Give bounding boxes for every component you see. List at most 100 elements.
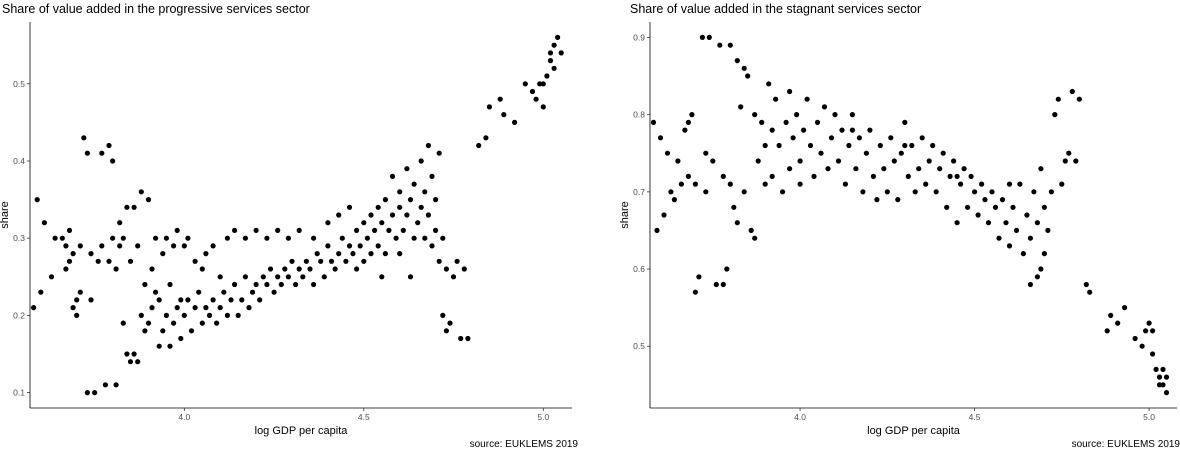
data-point — [375, 204, 381, 210]
data-point — [734, 58, 740, 64]
data-point — [856, 135, 862, 141]
data-point — [1150, 328, 1156, 334]
chart-panel-stagnant: Share of value added in the stagnant ser… — [605, 0, 1180, 452]
data-point — [300, 274, 306, 280]
data-point — [661, 212, 667, 218]
data-point — [156, 343, 162, 349]
data-point — [181, 243, 187, 249]
data-point — [884, 189, 890, 195]
data-point — [1069, 88, 1075, 95]
data-point — [235, 312, 241, 318]
data-point — [74, 297, 80, 303]
data-point — [454, 258, 460, 264]
data-point — [1143, 328, 1149, 334]
data-point — [692, 181, 698, 187]
data-point — [811, 173, 817, 179]
data-point — [1115, 320, 1121, 326]
data-point — [846, 142, 852, 149]
y-tick-label: 0.3 — [13, 233, 25, 243]
data-point — [411, 235, 417, 241]
data-point — [264, 235, 270, 241]
x-tick-label: 5.0 — [1143, 412, 1155, 422]
data-point — [1163, 390, 1170, 396]
data-point — [1045, 227, 1051, 233]
data-point — [458, 335, 464, 342]
data-point — [769, 173, 775, 179]
data-point — [192, 258, 198, 264]
y-tick-label: 0.6 — [633, 264, 645, 274]
data-point — [354, 266, 360, 272]
data-point — [881, 166, 887, 172]
data-point — [874, 197, 880, 203]
y-tick-label: 0.5 — [633, 341, 645, 351]
data-point — [807, 142, 814, 149]
data-point — [1153, 366, 1159, 372]
data-point — [267, 266, 274, 272]
data-point — [181, 312, 187, 318]
data-point — [224, 235, 230, 241]
data-point — [285, 274, 291, 280]
data-point — [433, 197, 439, 203]
data-point — [1146, 320, 1152, 326]
data-point — [1160, 366, 1166, 372]
data-point — [260, 274, 266, 280]
y-tick-label: 0.1 — [13, 388, 25, 398]
data-point — [832, 112, 838, 118]
data-point — [821, 104, 828, 110]
data-point — [951, 158, 957, 164]
data-point — [48, 274, 55, 280]
data-point — [497, 96, 503, 102]
data-point — [954, 173, 960, 179]
data-point — [192, 305, 198, 311]
data-point — [110, 235, 116, 241]
data-point — [919, 135, 925, 141]
data-point — [905, 173, 911, 179]
data-point — [551, 42, 557, 48]
data-point — [253, 281, 259, 288]
data-point — [965, 204, 971, 210]
data-point — [138, 189, 144, 195]
x-axis-title: log GDP per capita — [255, 425, 349, 437]
data-point — [321, 274, 327, 280]
data-point — [415, 220, 421, 226]
data-point — [88, 251, 94, 257]
data-point — [418, 204, 424, 210]
data-point — [801, 127, 807, 133]
data-point — [163, 312, 169, 318]
data-point — [404, 212, 410, 218]
data-point — [752, 235, 758, 241]
data-point — [877, 142, 883, 149]
data-point — [81, 135, 87, 141]
data-point — [1041, 251, 1047, 257]
data-point — [1010, 204, 1016, 210]
data-point — [797, 158, 803, 164]
data-point — [210, 243, 216, 249]
scatter-plot-progressive: 4.0 4.5 5.0 0.1 0.2 0.3 0.4 0.5 log GDP per capi… — [0, 22, 572, 437]
data-point — [221, 289, 227, 295]
data-point — [540, 104, 546, 110]
data-point — [842, 181, 848, 187]
data-point — [275, 227, 281, 233]
data-point — [178, 335, 184, 342]
data-point — [720, 173, 726, 179]
data-point — [461, 266, 467, 272]
data-point — [407, 274, 414, 280]
data-point — [797, 181, 803, 187]
data-point — [483, 135, 489, 141]
data-point — [167, 281, 173, 288]
data-point — [685, 173, 691, 179]
data-point — [675, 158, 681, 164]
data-point — [156, 297, 162, 303]
data-point — [748, 227, 754, 233]
data-point — [203, 305, 209, 311]
data-point — [790, 135, 796, 141]
data-point — [368, 251, 374, 257]
data-point — [895, 197, 901, 203]
data-point — [650, 119, 657, 125]
data-point — [217, 305, 223, 311]
data-point — [171, 243, 177, 249]
data-point — [440, 312, 446, 318]
data-point — [985, 220, 992, 226]
data-point — [685, 119, 691, 125]
data-point — [436, 150, 442, 156]
